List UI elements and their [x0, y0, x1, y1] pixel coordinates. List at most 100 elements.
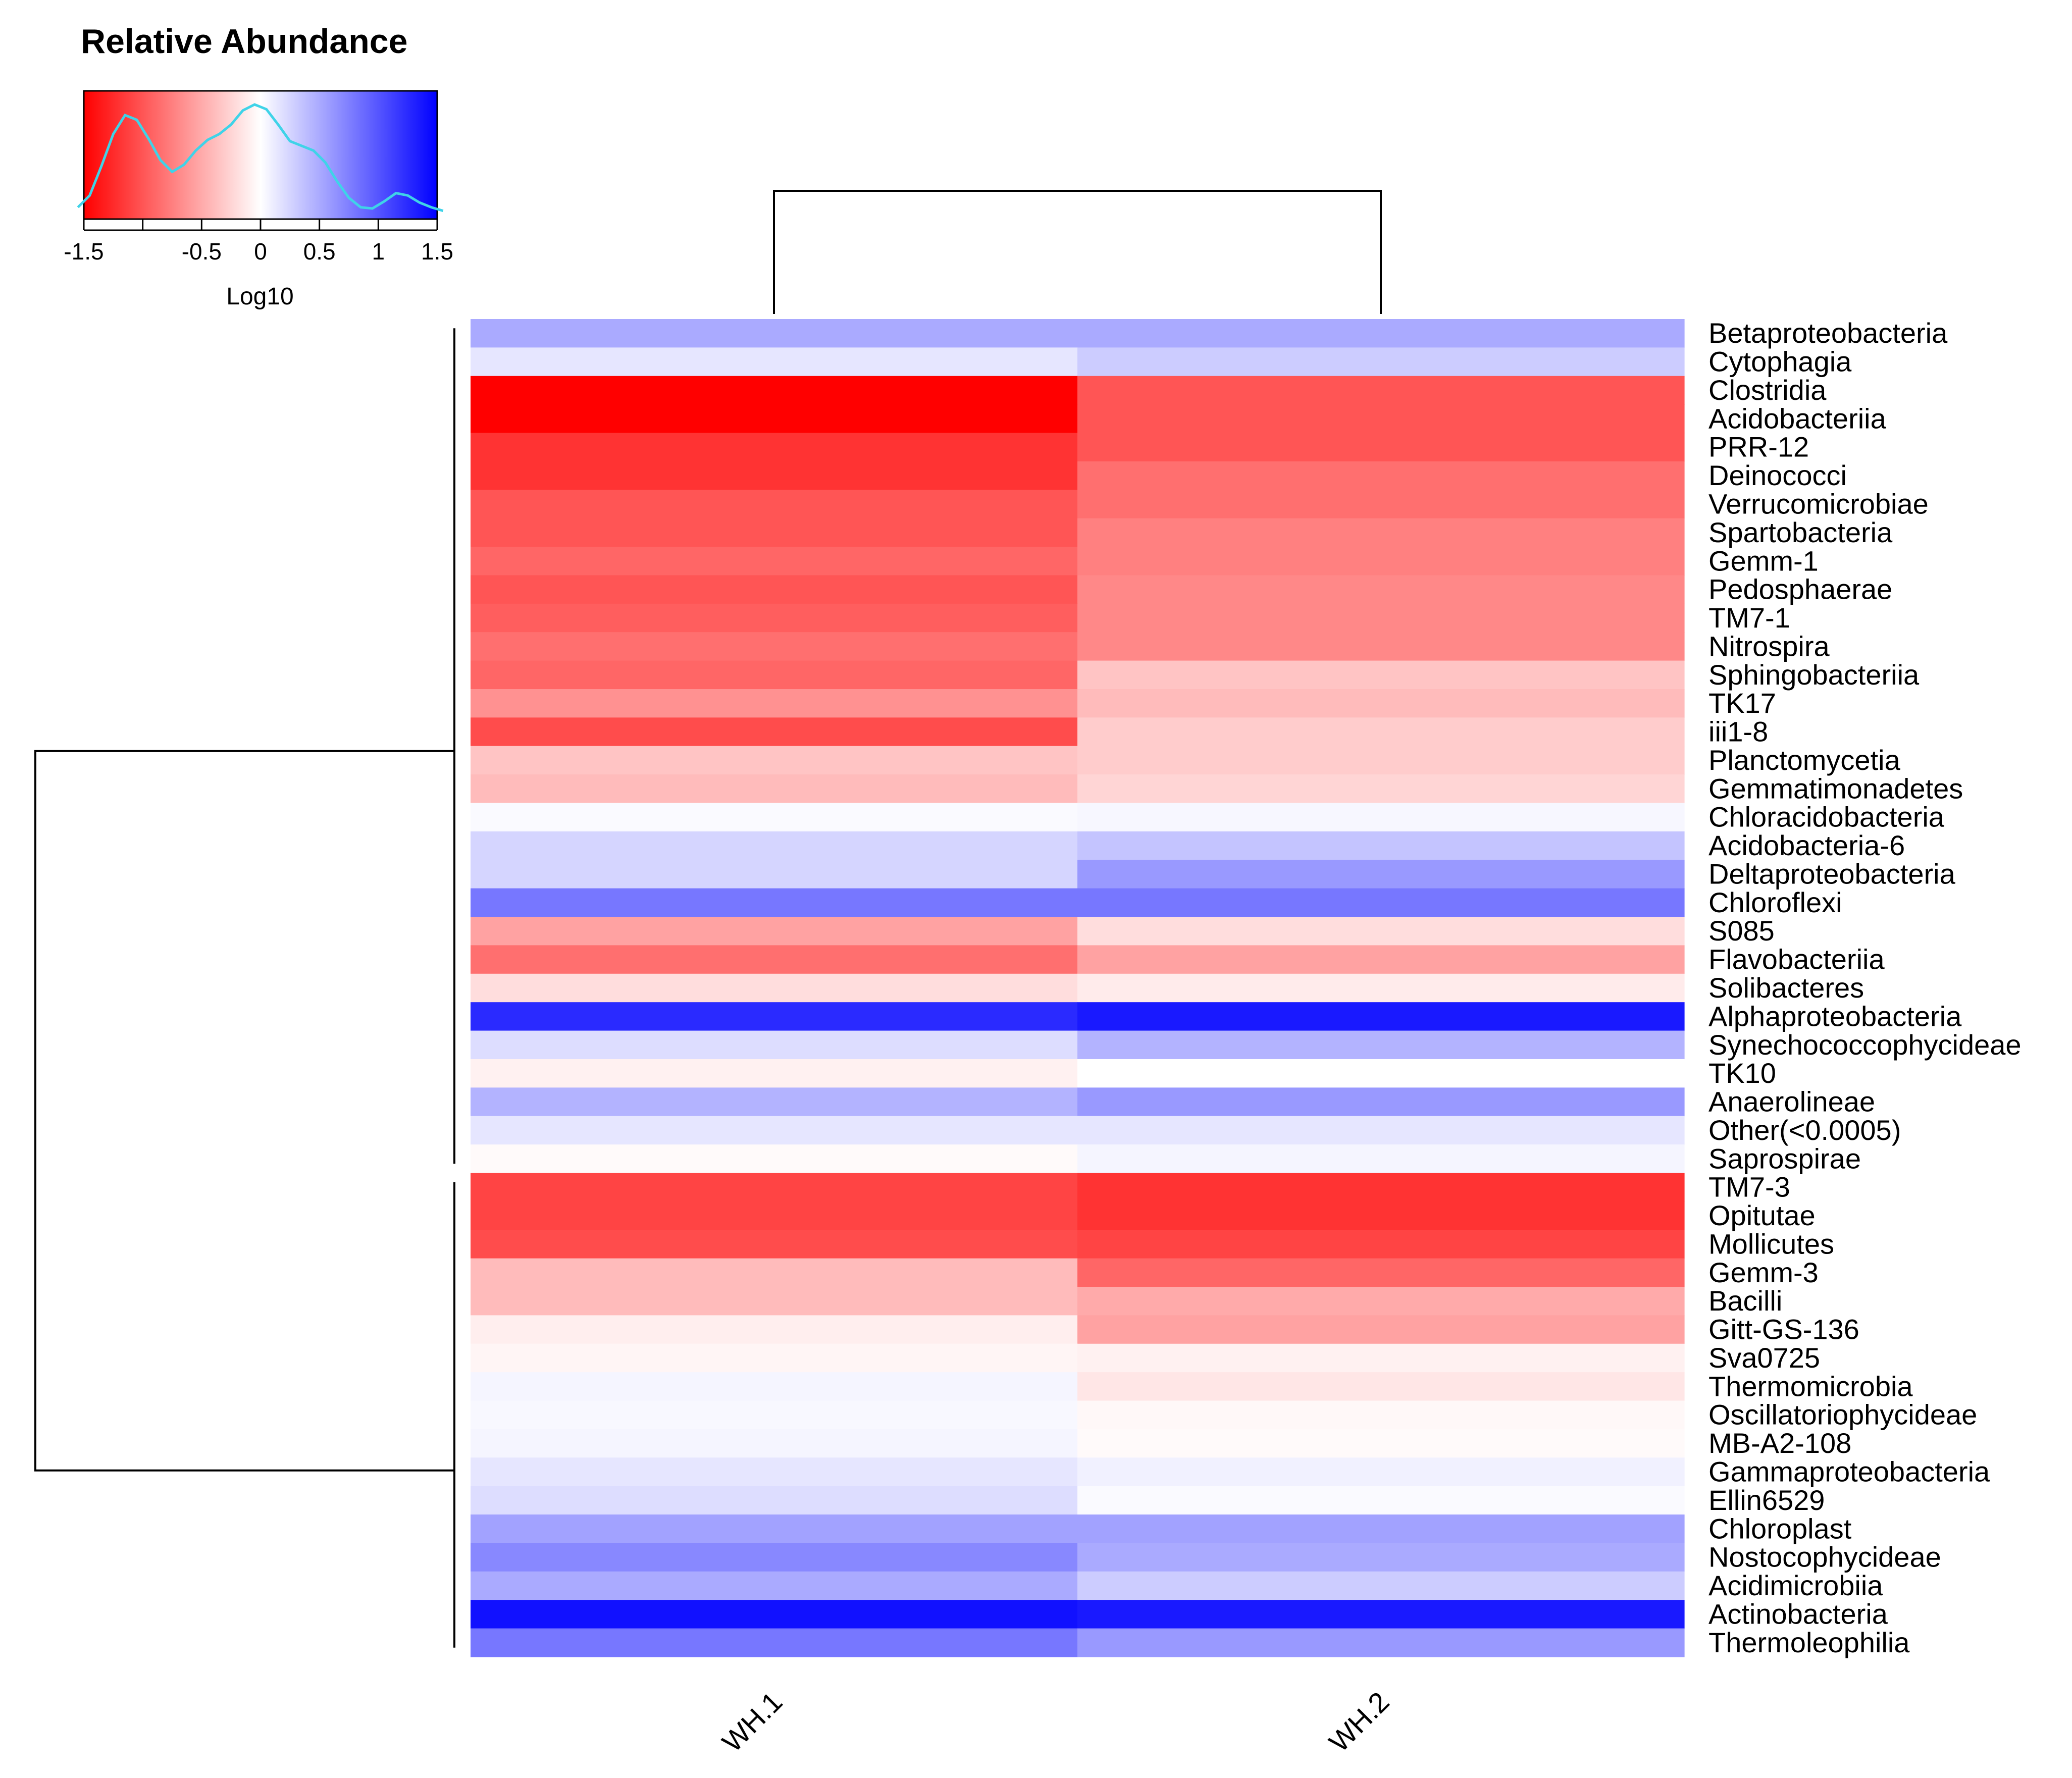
row-label: Acidobacteriia	[1708, 402, 1887, 434]
heatmap-cell	[1077, 1600, 1685, 1629]
row-label: Chloroplast	[1708, 1512, 1852, 1544]
heatmap-cell	[471, 917, 1078, 946]
row-label: Thermoleophilia	[1708, 1627, 1910, 1658]
heatmap-cell	[471, 1457, 1078, 1487]
heatmap-cell	[1077, 689, 1685, 718]
heatmap-cell	[1077, 461, 1685, 490]
heatmap-cell	[1077, 404, 1685, 434]
heatmap-cell	[471, 1144, 1078, 1174]
heatmap-cell	[471, 490, 1078, 519]
heatmap-cell	[471, 1343, 1078, 1373]
heatmap-cell	[1077, 1002, 1685, 1031]
heatmap-cell	[1077, 1030, 1685, 1060]
heatmap-cell	[1077, 1116, 1685, 1145]
heatmap-cell	[1077, 1543, 1685, 1572]
heatmap-cell	[471, 660, 1078, 690]
heatmap-cell	[471, 1230, 1078, 1259]
heatmap-cell	[1077, 376, 1685, 405]
heatmap-cell	[471, 347, 1078, 377]
heatmap-cell	[1077, 547, 1685, 576]
heatmap-cell	[1077, 1372, 1685, 1401]
row-label: Ellin6529	[1708, 1484, 1825, 1516]
heatmap-cell	[471, 1315, 1078, 1344]
heatmap-cell	[471, 945, 1078, 974]
heatmap-cell	[1077, 860, 1685, 889]
row-label: Anaerolineae	[1708, 1086, 1875, 1118]
row-label: Clostridia	[1708, 374, 1827, 406]
heatmap-cell	[471, 1400, 1078, 1430]
heatmap-cell	[1077, 1144, 1685, 1174]
heatmap-cell	[1077, 433, 1685, 462]
row-label: Synechococcophycideae	[1708, 1029, 2022, 1061]
heatmap-cell	[1077, 603, 1685, 633]
row-label: Opitutae	[1708, 1199, 1816, 1231]
heatmap-cell	[1077, 1486, 1685, 1515]
heatmap-cell	[1077, 1343, 1685, 1373]
legend-tick-label: 1	[372, 238, 385, 265]
heatmap-cell	[471, 774, 1078, 804]
legend-tick-label: 0.5	[303, 238, 336, 265]
row-label: Nostocophycideae	[1708, 1541, 1941, 1573]
heatmap-cell	[471, 1628, 1078, 1657]
heatmap-cell	[1077, 1315, 1685, 1344]
row-label: Saprospirae	[1708, 1142, 1861, 1174]
heatmap-cell	[471, 860, 1078, 889]
heatmap-cell	[1077, 1457, 1685, 1487]
heatmap-cell	[1077, 319, 1685, 348]
row-label: Pedosphaerae	[1708, 573, 1892, 605]
heatmap-cell	[1077, 1173, 1685, 1202]
heatmap-cell	[471, 1258, 1078, 1287]
heatmap-cell	[1077, 347, 1685, 377]
row-label: S085	[1708, 915, 1775, 947]
heatmap-cell	[471, 717, 1078, 747]
row-label: Nitrospira	[1708, 630, 1830, 662]
row-labels: BetaproteobacteriaCytophagiaClostridiaAc…	[1708, 317, 2022, 1658]
heatmap-cell	[471, 1372, 1078, 1401]
heatmap-cell	[1077, 518, 1685, 547]
legend-tick-label: -1.5	[64, 238, 103, 265]
heatmap-cell	[1077, 1059, 1685, 1088]
row-label: Gitt-GS-136	[1708, 1314, 1859, 1345]
row-label: TM7-3	[1708, 1171, 1790, 1203]
heatmap-cell	[1077, 774, 1685, 804]
row-label: Verrucomicrobiae	[1708, 488, 1929, 519]
heatmap-cell	[471, 461, 1078, 490]
row-label: Oscillatoriophycideae	[1708, 1399, 1977, 1431]
row-label: Mollicutes	[1708, 1228, 1834, 1260]
heatmap-cell	[471, 404, 1078, 434]
legend-axis-label: Log10	[226, 283, 293, 310]
heatmap-cell	[471, 1543, 1078, 1572]
heatmap-cell	[1077, 917, 1685, 946]
heatmap-cell	[471, 1059, 1078, 1088]
heatmap-cell	[471, 575, 1078, 604]
heatmap-cell	[1077, 803, 1685, 832]
heatmap-cell	[1077, 746, 1685, 775]
row-label: Deltaproteobacteria	[1708, 858, 1956, 890]
heatmap-cell	[1077, 973, 1685, 1003]
row-label: Deinococci	[1708, 459, 1847, 491]
heatmap-cell	[471, 433, 1078, 462]
heatmap-cell	[1077, 1628, 1685, 1657]
heatmap-cell	[471, 319, 1078, 348]
column-label: WH.2	[1323, 1686, 1395, 1758]
legend-density-line	[77, 103, 444, 213]
heatmap-cell	[471, 632, 1078, 661]
color-key-legend: -1.5 -0.5 0 0.5 1 1.5	[64, 90, 453, 265]
heatmap-cell	[471, 1600, 1078, 1629]
heatmap-cell	[471, 1201, 1078, 1230]
heatmap-cell	[471, 547, 1078, 576]
row-label: Sphingobacteriia	[1708, 659, 1920, 691]
row-label: TM7-1	[1708, 602, 1790, 634]
legend-tick-label: -0.5	[182, 238, 222, 265]
heatmap-cell	[1077, 1514, 1685, 1544]
heatmap-cells	[471, 319, 1685, 1657]
row-label: Chloracidobacteria	[1708, 801, 1945, 833]
row-label: Betaproteobacteria	[1708, 317, 1948, 349]
heatmap-cell	[1077, 1258, 1685, 1287]
row-label: Gemm-3	[1708, 1257, 1819, 1288]
row-label: TK10	[1708, 1057, 1776, 1089]
heatmap-cell	[1077, 1287, 1685, 1316]
heatmap-cell	[471, 603, 1078, 633]
heatmap-cell	[471, 376, 1078, 405]
heatmap-cell	[1077, 1201, 1685, 1230]
